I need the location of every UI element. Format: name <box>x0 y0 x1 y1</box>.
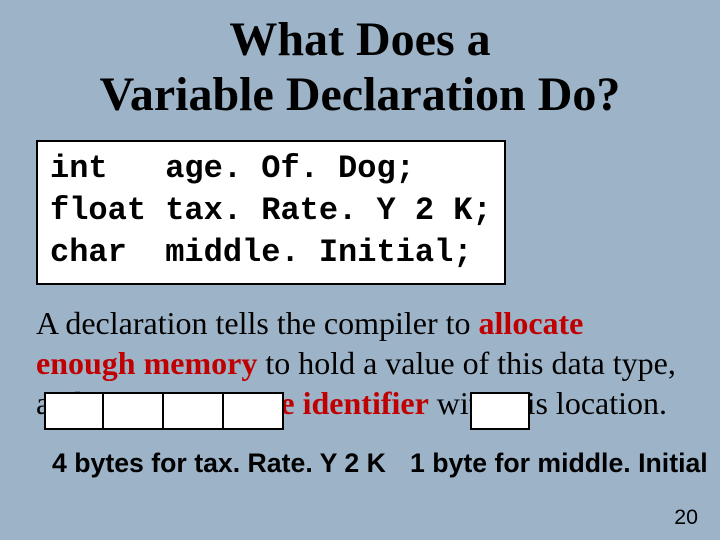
memory-cell <box>164 392 224 430</box>
memory-cell <box>470 392 530 430</box>
memory-cell <box>44 392 104 430</box>
right-cells <box>470 392 530 430</box>
right-label: 1 byte for middle. Initial <box>410 448 708 479</box>
left-label: 4 bytes for tax. Rate. Y 2 K <box>52 448 386 479</box>
memory-cell <box>224 392 284 430</box>
code-box: int age. Of. Dog; float tax. Rate. Y 2 K… <box>36 140 506 285</box>
left-cells <box>44 392 284 430</box>
slide-title: What Does a Variable Declaration Do? <box>0 0 720 122</box>
memory-cell <box>104 392 164 430</box>
page-number: 20 <box>674 505 698 530</box>
